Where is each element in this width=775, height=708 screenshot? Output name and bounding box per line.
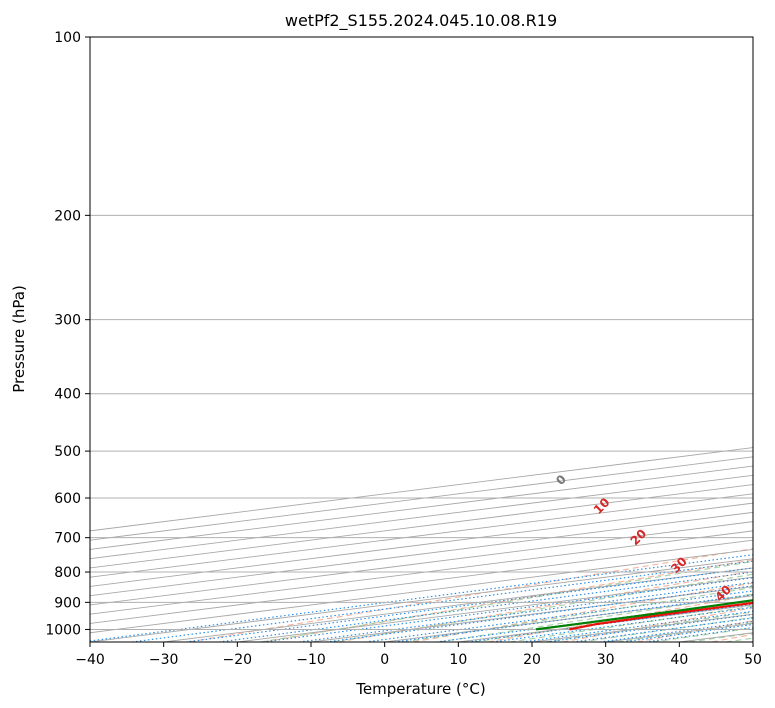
mixing-ratio-line — [262, 577, 753, 642]
profile-lines — [535, 599, 753, 631]
dry-adiabat-line — [487, 594, 753, 642]
x-tick-label: 0 — [380, 652, 389, 668]
isotherm-line — [679, 632, 753, 642]
isotherm-line — [90, 530, 753, 615]
mixing-ratio-line — [492, 606, 753, 642]
moist-adiabat-line — [616, 622, 753, 642]
y-tick-label: 900 — [54, 595, 81, 611]
moist-adiabat-line — [403, 587, 753, 642]
dewpoint-line — [535, 599, 753, 631]
line-labels: -100-90-80-70-60-50-40-30-20-100.10.20.4… — [553, 472, 734, 604]
mixing-ratio-line — [299, 581, 753, 642]
x-tick-label: 10 — [449, 652, 467, 668]
isotherm-line — [90, 502, 753, 587]
moist-adiabat-line — [332, 573, 753, 642]
x-axis-label: Temperature (°C) — [355, 680, 485, 698]
isotherm-line — [90, 474, 753, 560]
isotherm-line — [752, 641, 753, 642]
x-tick-label: −20 — [223, 652, 253, 668]
isotherm-line — [90, 521, 753, 606]
y-tick-label: 200 — [54, 208, 81, 224]
y-tick-label: 600 — [54, 491, 81, 507]
x-tick-label: −10 — [296, 652, 326, 668]
background-lines — [90, 447, 753, 642]
y-axis-label: Pressure (hPa) — [10, 285, 28, 393]
dry-adiabat-line — [263, 559, 753, 642]
x-tick-label: −40 — [75, 652, 105, 668]
y-tick-label: 500 — [54, 444, 81, 460]
dry-adiabat-line — [636, 620, 753, 642]
moist-adiabat-label: 20 — [628, 526, 650, 548]
x-tick-label: 20 — [523, 652, 541, 668]
x-tick-label: −30 — [149, 652, 179, 668]
dry-adiabat-line — [711, 633, 753, 642]
moist-adiabat-line — [438, 593, 753, 642]
isotherm-line — [90, 484, 753, 569]
isotherm-line — [90, 447, 753, 532]
y-tick-label: 400 — [54, 387, 81, 403]
dry-adiabat-line — [412, 582, 753, 642]
isotherm-line — [90, 511, 753, 597]
y-tick-label: 800 — [54, 565, 81, 581]
x-tick-label: 50 — [744, 652, 762, 668]
y-tick-label: 1000 — [45, 622, 81, 638]
moist-adiabat-line — [580, 616, 753, 642]
dry-adiabat-line — [188, 548, 753, 642]
isotherm-line — [90, 465, 753, 550]
dry-adiabat-line — [338, 570, 753, 642]
isotherm-line — [605, 623, 753, 642]
moist-adiabat-label: 0 — [553, 472, 569, 488]
pressure-gridlines — [90, 37, 753, 630]
mixing-ratio-line — [218, 571, 753, 642]
y-tick-label: 300 — [54, 313, 81, 329]
isotherm-line — [90, 456, 753, 541]
x-tick-label: 30 — [597, 652, 615, 668]
moist-adiabat-line — [725, 637, 753, 642]
isotherm-line — [163, 567, 753, 642]
y-axis: 100 200 300 400 500 600 700 800 900 1000 — [45, 30, 90, 638]
chart-title: wetPf2_S155.2024.045.10.08.R19 — [285, 11, 557, 31]
isotherm-line — [458, 604, 753, 642]
plot-frame — [89, 36, 754, 643]
x-tick-label: 40 — [670, 652, 688, 668]
isotherm-line — [90, 539, 753, 624]
y-tick-label: 700 — [54, 531, 81, 547]
moist-adiabat-line — [260, 560, 753, 642]
moist-adiabat-line — [652, 627, 753, 642]
isotherm-line — [237, 576, 753, 642]
x-axis: −40 −30 −20 −10 0 10 20 30 40 50 — [75, 642, 762, 668]
isotherm-line — [310, 585, 753, 642]
isotherm-line — [90, 493, 753, 578]
y-tick-label: 100 — [54, 30, 81, 46]
isotherm-line — [90, 558, 753, 642]
moist-adiabat-line — [689, 632, 753, 642]
